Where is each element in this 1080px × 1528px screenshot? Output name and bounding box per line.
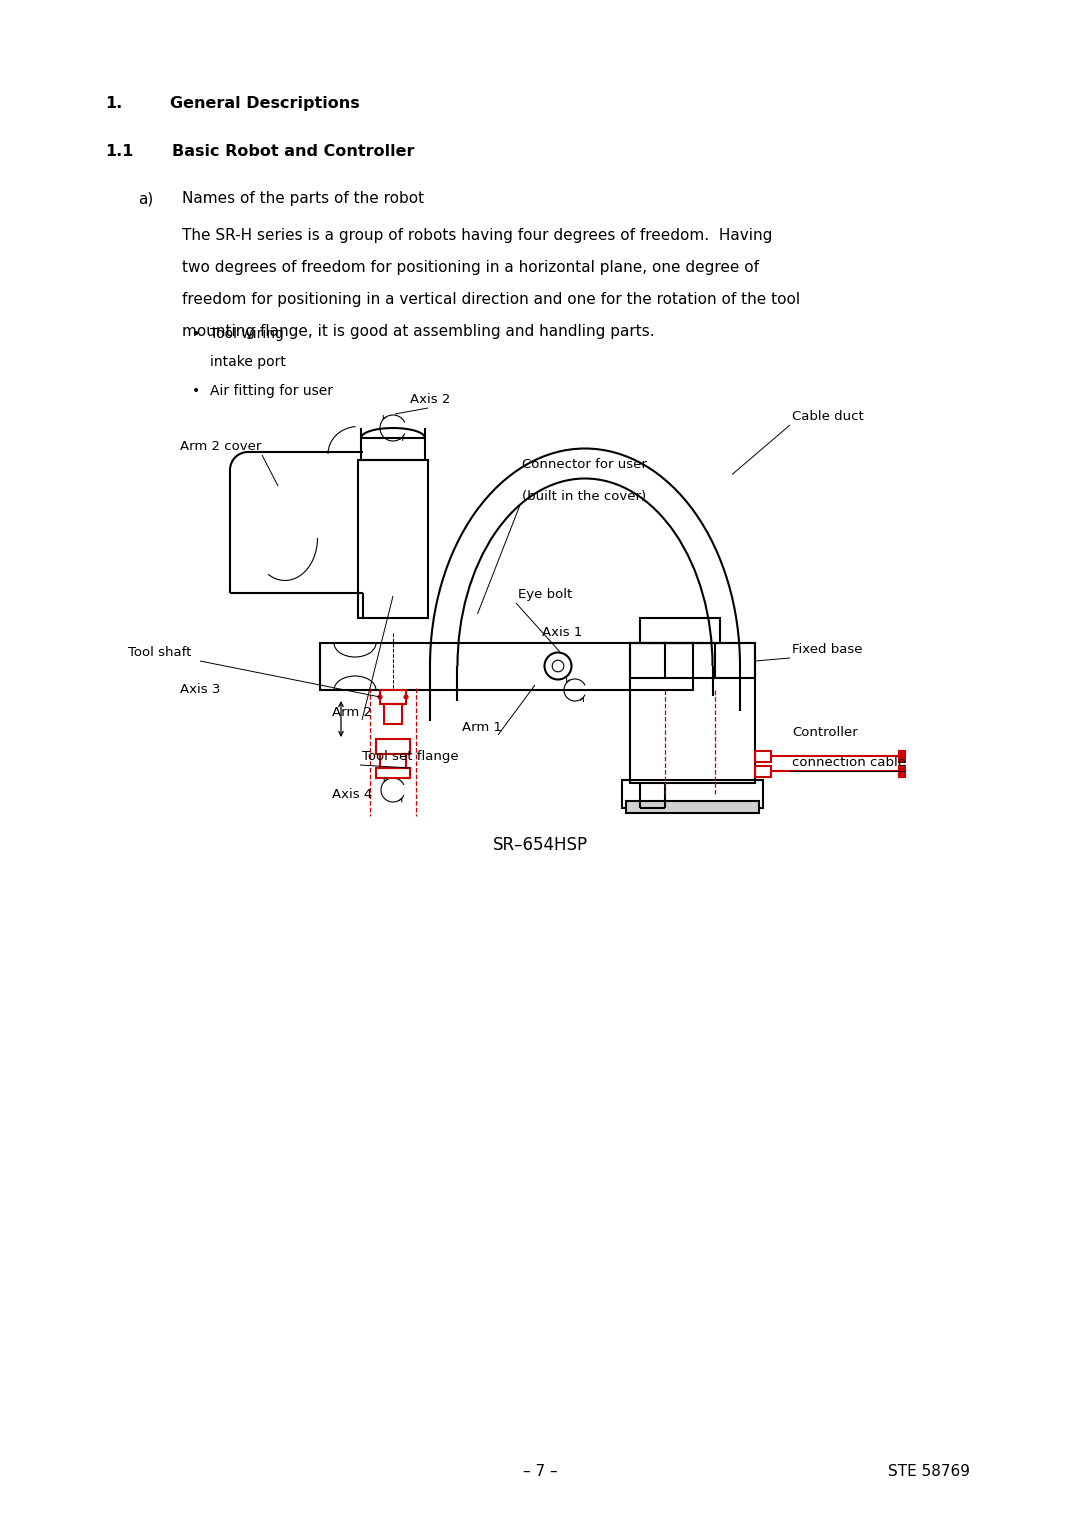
Bar <box>640 617 720 643</box>
Text: Axis 1: Axis 1 <box>542 626 582 639</box>
Text: mounting flange, it is good at assembling and handling parts.: mounting flange, it is good at assemblin… <box>183 324 654 339</box>
Bar <box>361 439 426 460</box>
Bar <box>899 766 905 776</box>
Text: Cable duct: Cable duct <box>792 410 864 423</box>
Bar <box>626 801 759 813</box>
Text: (built in the cover): (built in the cover) <box>522 490 646 503</box>
Text: Names of the parts of the robot: Names of the parts of the robot <box>183 191 424 206</box>
Text: Tool set flange: Tool set flange <box>362 750 459 762</box>
Text: Axis 2: Axis 2 <box>410 393 450 406</box>
Bar <box>376 740 410 753</box>
Text: STE 58769: STE 58769 <box>888 1464 970 1479</box>
Bar <box>380 691 406 704</box>
Bar <box>380 753 406 769</box>
Text: Axis 3: Axis 3 <box>180 683 220 695</box>
Text: Arm 1: Arm 1 <box>462 721 502 733</box>
Text: freedom for positioning in a vertical direction and one for the rotation of the : freedom for positioning in a vertical di… <box>183 292 800 307</box>
Circle shape <box>404 695 408 700</box>
Text: Controller: Controller <box>792 726 858 740</box>
Text: Fixed base: Fixed base <box>792 643 863 656</box>
Text: Connector for user: Connector for user <box>522 458 647 471</box>
Bar <box>622 779 762 808</box>
Text: Tool wiring: Tool wiring <box>210 327 284 341</box>
Text: Arm 2: Arm 2 <box>332 706 372 720</box>
Text: •: • <box>192 327 200 341</box>
Text: General Descriptions: General Descriptions <box>170 96 360 112</box>
Circle shape <box>378 695 382 700</box>
Text: a): a) <box>138 191 153 206</box>
Text: Basic Robot and Controller: Basic Robot and Controller <box>172 144 415 159</box>
Bar <box>899 750 905 761</box>
Text: – 7 –: – 7 – <box>523 1464 557 1479</box>
Text: 1.1: 1.1 <box>105 144 133 159</box>
Bar <box>357 460 428 617</box>
Text: connection cable: connection cable <box>792 756 906 769</box>
Text: Axis 4: Axis 4 <box>332 788 373 801</box>
Text: Air fitting for user: Air fitting for user <box>210 384 333 397</box>
Text: •: • <box>192 384 200 397</box>
Bar <box>755 766 771 776</box>
Text: two degrees of freedom for positioning in a horizontal plane, one degree of: two degrees of freedom for positioning i… <box>183 260 759 275</box>
Bar <box>755 750 771 761</box>
Text: SR–654HSP: SR–654HSP <box>492 836 588 854</box>
Bar <box>630 643 755 782</box>
Bar <box>630 643 755 678</box>
Bar <box>376 769 410 778</box>
Text: 1.: 1. <box>105 96 122 112</box>
Text: Tool shaft: Tool shaft <box>129 646 191 659</box>
Bar <box>320 643 692 691</box>
Text: The SR-H series is a group of robots having four degrees of freedom.  Having: The SR-H series is a group of robots hav… <box>183 228 772 243</box>
Bar <box>384 704 402 724</box>
Text: intake port: intake port <box>210 354 286 368</box>
Text: Eye bolt: Eye bolt <box>518 588 572 601</box>
Text: Arm 2 cover: Arm 2 cover <box>180 440 261 452</box>
